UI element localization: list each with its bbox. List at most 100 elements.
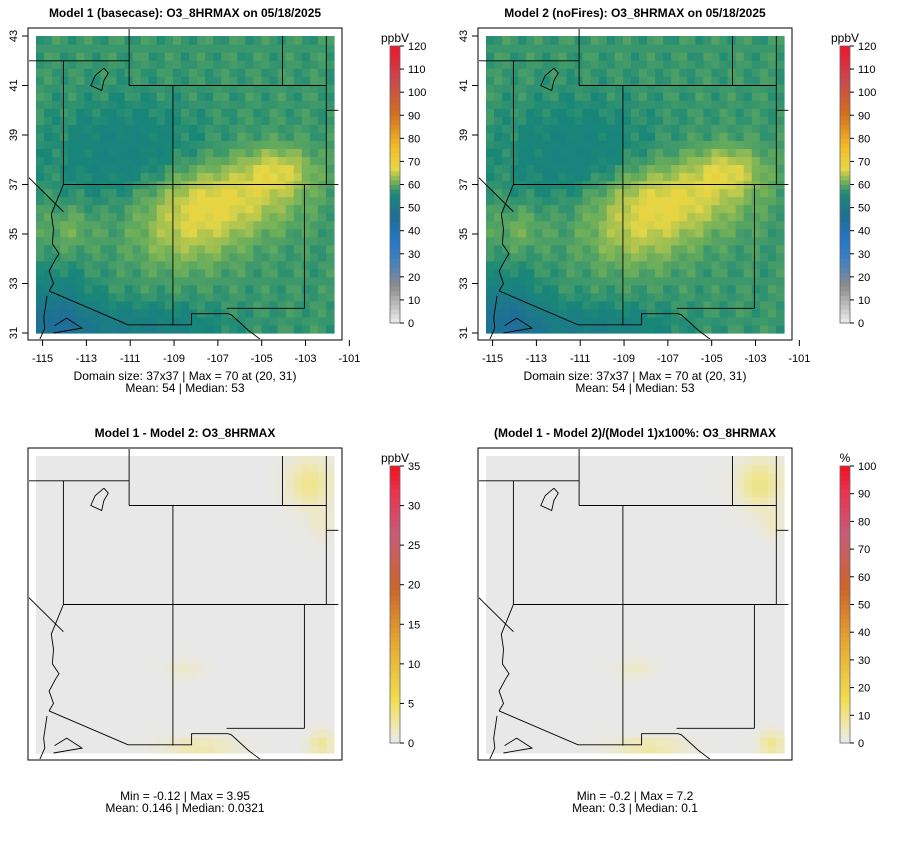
heatmap-cell — [326, 705, 335, 714]
heatmap-cell — [253, 100, 262, 109]
heatmap-cell — [237, 205, 246, 214]
heatmap-cell — [84, 140, 93, 149]
heatmap-cell — [310, 213, 319, 222]
heatmap-cell — [108, 221, 117, 230]
heatmap-cell — [84, 108, 93, 117]
heatmap-cell — [318, 633, 327, 642]
heatmap-cell — [760, 68, 769, 77]
heatmap-cell — [615, 140, 624, 149]
heatmap-cell — [736, 213, 745, 222]
heatmap-cell — [486, 140, 495, 149]
heatmap-cell — [615, 172, 624, 181]
heatmap-cell — [165, 301, 174, 310]
heatmap-cell — [302, 552, 311, 561]
heatmap-cell — [253, 317, 262, 326]
heatmap-cell — [647, 213, 656, 222]
heatmap-cell — [550, 705, 559, 714]
heatmap-cell — [671, 164, 680, 173]
heatmap-cell — [695, 317, 704, 326]
heatmap-cell — [534, 488, 543, 497]
heatmap-cell — [728, 100, 737, 109]
heatmap-cell — [100, 625, 109, 634]
heatmap-cell — [326, 721, 335, 730]
heatmap-cell — [567, 132, 576, 141]
heatmap-cell — [510, 472, 519, 481]
heatmap-cell — [213, 472, 222, 481]
heatmap-cell — [157, 317, 166, 326]
heatmap-cell — [149, 36, 158, 45]
heatmap-cell — [302, 649, 311, 658]
heatmap-cell — [68, 657, 77, 666]
heatmap-cell — [189, 52, 198, 61]
heatmap-cell — [149, 100, 158, 109]
heatmap-cell — [687, 100, 696, 109]
heatmap-cell — [526, 116, 535, 125]
heatmap-cell — [237, 253, 246, 262]
heatmap-cell — [149, 488, 158, 497]
heatmap-cell — [286, 205, 295, 214]
heatmap-cell — [550, 697, 559, 706]
heatmap-cell — [286, 285, 295, 294]
heatmap-cell — [776, 301, 785, 310]
heatmap-cell — [502, 633, 511, 642]
heatmap-cell — [310, 472, 319, 481]
heatmap-cell — [294, 213, 303, 222]
heatmap-cell — [534, 649, 543, 658]
heatmap-cell — [583, 213, 592, 222]
heatmap-cell — [599, 221, 608, 230]
heatmap-cell — [108, 164, 117, 173]
heatmap-cell — [117, 213, 126, 222]
heatmap-cell — [286, 496, 295, 505]
heatmap-cell — [68, 108, 77, 117]
heatmap-cell — [92, 697, 101, 706]
heatmap-cell — [575, 713, 584, 722]
heatmap-cell — [294, 560, 303, 569]
heatmap-cell — [286, 76, 295, 85]
heatmap-cell — [100, 560, 109, 569]
heatmap-cell — [542, 148, 551, 157]
heatmap-cell — [52, 76, 61, 85]
colorbar-segment — [390, 614, 400, 619]
heatmap-cell — [133, 673, 142, 682]
heatmap-cell — [108, 633, 117, 642]
heatmap-cell — [189, 681, 198, 690]
heatmap-cell — [60, 705, 69, 714]
heatmap-cell — [165, 124, 174, 133]
heatmap-cell — [550, 189, 559, 198]
heatmap-cell — [326, 456, 335, 465]
heatmap-cell — [245, 60, 254, 69]
heatmap-cell — [575, 536, 584, 545]
heatmap-cell — [189, 132, 198, 141]
heatmap-cell — [133, 729, 142, 738]
heatmap-cell — [687, 205, 696, 214]
heatmap-cell — [286, 100, 295, 109]
heatmap-cell — [165, 536, 174, 545]
colorbar-segment — [390, 503, 400, 508]
heatmap-cell — [100, 221, 109, 230]
heatmap-cell — [149, 568, 158, 577]
colorbar-segment — [390, 185, 400, 190]
heatmap-cell — [599, 301, 608, 310]
heatmap-cell — [157, 737, 166, 746]
heatmap-cell — [575, 116, 584, 125]
heatmap-cell — [173, 277, 182, 286]
heatmap-cell — [60, 560, 69, 569]
heatmap-cell — [181, 737, 190, 746]
heatmap-cell — [294, 100, 303, 109]
heatmap-cell — [92, 325, 101, 334]
heatmap-cell — [108, 44, 117, 53]
heatmap-cell — [229, 221, 238, 230]
heatmap-cell — [768, 92, 777, 101]
heatmap-cell — [679, 317, 688, 326]
heatmap-cell — [181, 60, 190, 69]
heatmap-cell — [310, 641, 319, 650]
heatmap-cell — [133, 229, 142, 238]
heatmap-cell — [502, 36, 511, 45]
heatmap-cell — [486, 496, 495, 505]
heatmap-cell — [117, 520, 126, 529]
heatmap-cell — [631, 60, 640, 69]
heatmap-cell — [245, 528, 254, 537]
colorbar-tick-label: 5 — [408, 698, 414, 710]
heatmap-cell — [542, 568, 551, 577]
heatmap-cell — [302, 697, 311, 706]
